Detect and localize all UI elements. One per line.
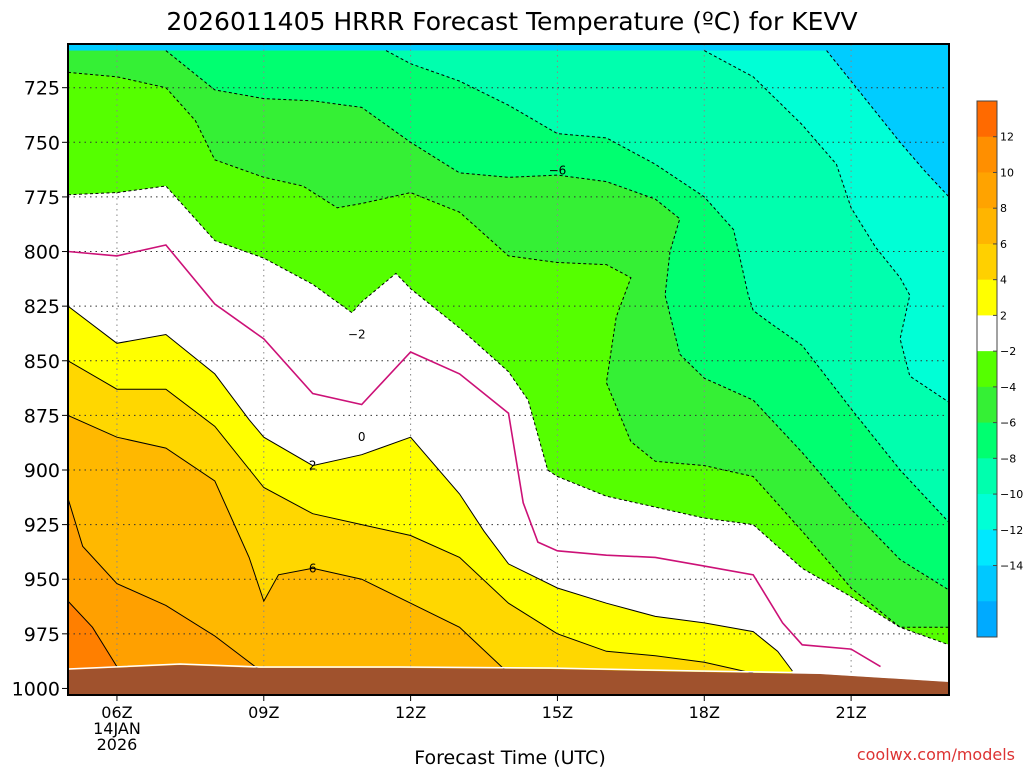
contour-line [68,305,793,672]
contour-line [68,498,265,674]
colorbar-swatch [977,136,997,173]
colorbar-swatch [977,351,997,388]
contour-line [68,244,881,668]
credit-text: coolwx.com/models [857,745,1015,764]
colorbar-swatch [977,279,997,316]
colorbar-label: 8 [1000,202,1007,215]
y-tick-label: 975 [24,624,60,646]
colorbar-swatch [977,101,997,138]
y-tick-label: 875 [24,405,60,427]
colorbar-swatch [977,422,997,459]
x-tick-label: 2026 [97,735,138,754]
contour-line [385,50,949,523]
colorbar-swatch [977,494,997,531]
colorbar-label: −4 [1000,381,1016,394]
x-tick-label: 12Z [395,703,426,722]
ground-edge [68,663,949,682]
contour-line [68,360,754,674]
y-tick-label: 800 [24,242,60,264]
contour-line [68,71,949,628]
x-tick-label: 09Z [248,703,279,722]
colorbar-swatch [977,208,997,245]
colorbar-swatch [977,601,997,638]
colorbar-label: −2 [1000,345,1016,358]
colorbar-swatch [977,458,997,495]
colorbar-swatch [977,172,997,209]
contour-labels: −6 −2 0 2 6 [309,164,566,576]
colorbar-frame [976,100,998,638]
colorbar-label: 4 [1000,274,1007,287]
colorbar-swatch [977,529,997,567]
y-tick-label: 825 [24,296,60,318]
contour-lines [68,50,949,674]
y-tick-label: 750 [24,132,60,154]
colorbar-label: 6 [1000,238,1007,251]
y-tick-label: 775 [24,187,60,209]
y-tick-label: 950 [24,569,60,591]
contour-label: −6 [549,164,567,178]
x-tick-label: 06Z [101,703,132,722]
y-tick-label: 900 [24,460,60,482]
y-tick-label: 925 [24,515,60,537]
colorbar-label: 12 [1000,131,1014,144]
colorbar-swatch [977,565,997,602]
x-tick-label: 15Z [542,703,573,722]
contour-label: 2 [309,459,317,473]
contour-line [68,600,118,667]
colorbar-label: −14 [1000,560,1023,573]
colorbar-label: −12 [1000,524,1023,537]
y-tick-label: 850 [24,351,60,373]
y-tick-label: 725 [24,78,60,100]
x-tick-label: 14JAN [93,719,141,738]
ground-surface [68,665,949,695]
contour-label: −2 [348,328,366,342]
y-axis: 725 750 775 800 825 850 875 900 925 950 975 1000 [12,78,68,700]
contour-line [68,414,509,674]
chart-title: 2026011405 HRRR Forecast Temperature (ºC… [166,7,857,36]
contour-line [704,50,949,403]
x-tick-label: 21Z [835,703,866,722]
x-tick-label: 18Z [689,703,720,722]
colorbar-label: 10 [1000,166,1014,179]
colorbar-label: −6 [1000,417,1016,430]
contour-line [826,50,949,198]
contour-label: 0 [358,430,366,444]
colorbar: 12 10 8 6 4 2 −2 −4 −6 −8 −10 −12 −14 [976,100,1023,638]
colorbar-swatch [977,243,997,281]
plot-frame [67,43,950,696]
contour-line [165,50,949,591]
colorbar-swatch [977,386,997,424]
colorbar-swatch [977,315,997,352]
colorbar-label: −10 [1000,488,1023,501]
colorbar-label: −8 [1000,452,1016,465]
contour-line [68,185,949,646]
x-axis-label: Forecast Time (UTC) [414,747,605,768]
colorbar-label: 2 [1000,309,1007,322]
plot-fill-layer [68,44,949,695]
fill-8-to-10 [68,498,264,695]
contour-label: 6 [309,561,317,575]
ground-terrain [68,663,949,695]
y-tick-label: 1000 [12,678,60,700]
